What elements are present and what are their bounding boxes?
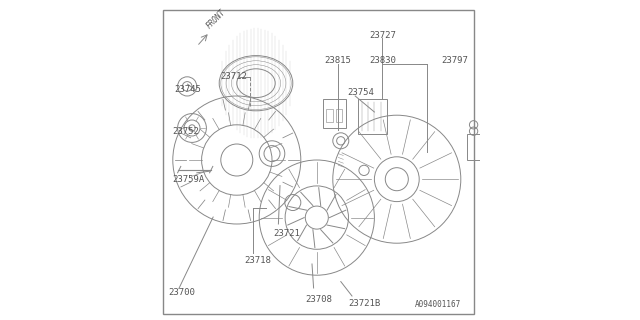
- Text: 23745: 23745: [174, 85, 201, 94]
- Text: 23754: 23754: [347, 88, 374, 97]
- Text: 23797: 23797: [442, 56, 468, 65]
- Text: 23815: 23815: [325, 56, 351, 65]
- Text: 23759A: 23759A: [173, 175, 205, 184]
- Text: 23708: 23708: [306, 295, 332, 304]
- Text: 23712: 23712: [221, 72, 248, 81]
- Text: 23718: 23718: [245, 256, 271, 265]
- Text: 23700: 23700: [168, 288, 195, 297]
- Text: 23830: 23830: [370, 56, 396, 65]
- Text: 23727: 23727: [370, 31, 396, 40]
- Text: 23721: 23721: [274, 229, 300, 238]
- Text: A094001167: A094001167: [415, 300, 461, 309]
- Text: 23752: 23752: [173, 127, 200, 136]
- Text: 23721B: 23721B: [349, 300, 381, 308]
- Text: FRONT: FRONT: [205, 8, 227, 31]
